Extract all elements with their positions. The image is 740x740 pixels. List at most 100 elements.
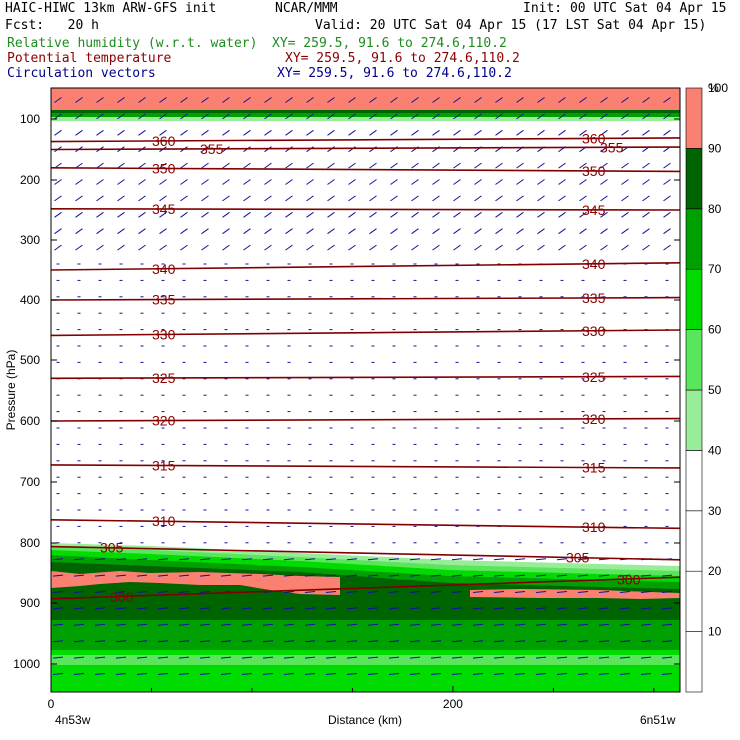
wind-vector bbox=[159, 195, 167, 202]
wind-vector bbox=[243, 97, 251, 103]
wind-vector bbox=[117, 179, 125, 185]
wind-vector bbox=[390, 162, 398, 169]
wind-vector bbox=[514, 673, 526, 675]
wind-vector bbox=[663, 195, 671, 202]
wind-vector bbox=[180, 97, 188, 103]
wind-vector bbox=[409, 656, 421, 659]
wind-vector bbox=[52, 574, 64, 577]
wind-vector bbox=[619, 574, 631, 577]
wind-vector bbox=[199, 623, 211, 626]
wind-vector bbox=[199, 591, 211, 593]
wind-vector bbox=[514, 640, 526, 643]
wind-vector bbox=[388, 673, 400, 675]
wind-vector bbox=[220, 623, 232, 626]
wind-vector bbox=[432, 195, 440, 202]
wind-vector bbox=[304, 656, 316, 659]
wind-vector bbox=[73, 623, 85, 626]
vector-field-label: Circulation vectors bbox=[7, 66, 156, 81]
wind-vector bbox=[663, 113, 671, 120]
wind-vector bbox=[304, 640, 316, 643]
isentrope-line bbox=[51, 329, 680, 337]
isentrope-label: 335 bbox=[582, 290, 606, 306]
wind-vector bbox=[283, 558, 295, 561]
y-tick-label: 800 bbox=[20, 536, 40, 550]
wind-vector bbox=[117, 244, 125, 251]
wind-vector bbox=[516, 97, 524, 103]
wind-vector bbox=[136, 673, 148, 675]
wind-vector bbox=[535, 673, 547, 675]
wind-vector bbox=[369, 211, 377, 218]
wind-vector bbox=[600, 97, 608, 103]
wind-vector bbox=[558, 97, 566, 103]
wind-vector bbox=[346, 558, 358, 561]
rh-top-band bbox=[51, 110, 680, 113]
wind-vector bbox=[159, 113, 167, 120]
wind-vector bbox=[138, 129, 146, 136]
wind-vector bbox=[178, 591, 190, 593]
wind-vector bbox=[495, 113, 503, 120]
wind-vector bbox=[94, 656, 106, 659]
x-axis-title: Distance (km) bbox=[328, 713, 402, 727]
wind-vector bbox=[390, 228, 398, 235]
wind-vector bbox=[642, 211, 650, 218]
colorbar-segment bbox=[685, 87, 703, 149]
wind-vector bbox=[388, 607, 400, 610]
wind-vector bbox=[621, 211, 629, 218]
colorbar-segment bbox=[685, 631, 703, 693]
wind-vector bbox=[201, 129, 209, 136]
wind-vector bbox=[493, 656, 505, 659]
wind-vector bbox=[621, 244, 629, 251]
wind-vector bbox=[388, 640, 400, 643]
wind-vector bbox=[178, 623, 190, 626]
wind-vector bbox=[558, 129, 566, 136]
x-endpoint-right: 6n51w bbox=[640, 713, 676, 727]
wind-vector bbox=[430, 558, 442, 561]
wind-vector bbox=[369, 129, 377, 136]
wind-vector bbox=[451, 623, 463, 626]
wind-vector bbox=[117, 162, 125, 169]
forecast-hour: Fcst: 20 h bbox=[5, 18, 99, 33]
wind-vector bbox=[493, 623, 505, 626]
wind-vector bbox=[54, 129, 62, 136]
colorbar-segment bbox=[685, 329, 703, 391]
wind-vector bbox=[201, 195, 209, 202]
wind-vector bbox=[367, 656, 379, 659]
wind-vector bbox=[577, 673, 589, 675]
circulation-vectors bbox=[52, 97, 673, 675]
wind-vector bbox=[453, 179, 461, 185]
wind-vector bbox=[388, 656, 400, 659]
isentrope-label: 315 bbox=[152, 457, 176, 473]
y-tick-label: 900 bbox=[20, 596, 40, 610]
wind-vector bbox=[451, 640, 463, 643]
wind-vector bbox=[285, 228, 293, 235]
wind-vector bbox=[306, 179, 314, 185]
wind-vector bbox=[159, 211, 167, 218]
wind-vector bbox=[432, 179, 440, 185]
wind-vector bbox=[159, 179, 167, 185]
wind-vector bbox=[537, 195, 545, 202]
wind-vector bbox=[327, 129, 335, 136]
wind-vector bbox=[306, 228, 314, 235]
colorbar-tick-label: 100 bbox=[708, 81, 728, 95]
wind-vector bbox=[327, 211, 335, 218]
wind-vector bbox=[451, 673, 463, 675]
isentrope-label: 340 bbox=[152, 261, 176, 277]
colorbar-tick-label: 50 bbox=[708, 383, 722, 397]
wind-vector bbox=[325, 591, 337, 593]
wind-vector bbox=[579, 244, 587, 251]
wind-vector bbox=[283, 623, 295, 626]
wind-vector bbox=[409, 640, 421, 643]
wind-vector bbox=[390, 129, 398, 136]
wind-vector bbox=[264, 211, 272, 218]
wind-vector bbox=[430, 591, 442, 593]
wind-vector bbox=[621, 113, 629, 120]
wind-vector bbox=[327, 179, 335, 185]
wind-vector bbox=[220, 656, 232, 659]
wind-vector bbox=[579, 228, 587, 235]
wind-vector bbox=[327, 113, 335, 120]
wind-vector bbox=[661, 623, 673, 626]
isentrope-label: 350 bbox=[152, 160, 176, 176]
wind-vector bbox=[535, 623, 547, 626]
wind-vector bbox=[556, 623, 568, 626]
wind-vector bbox=[117, 195, 125, 202]
